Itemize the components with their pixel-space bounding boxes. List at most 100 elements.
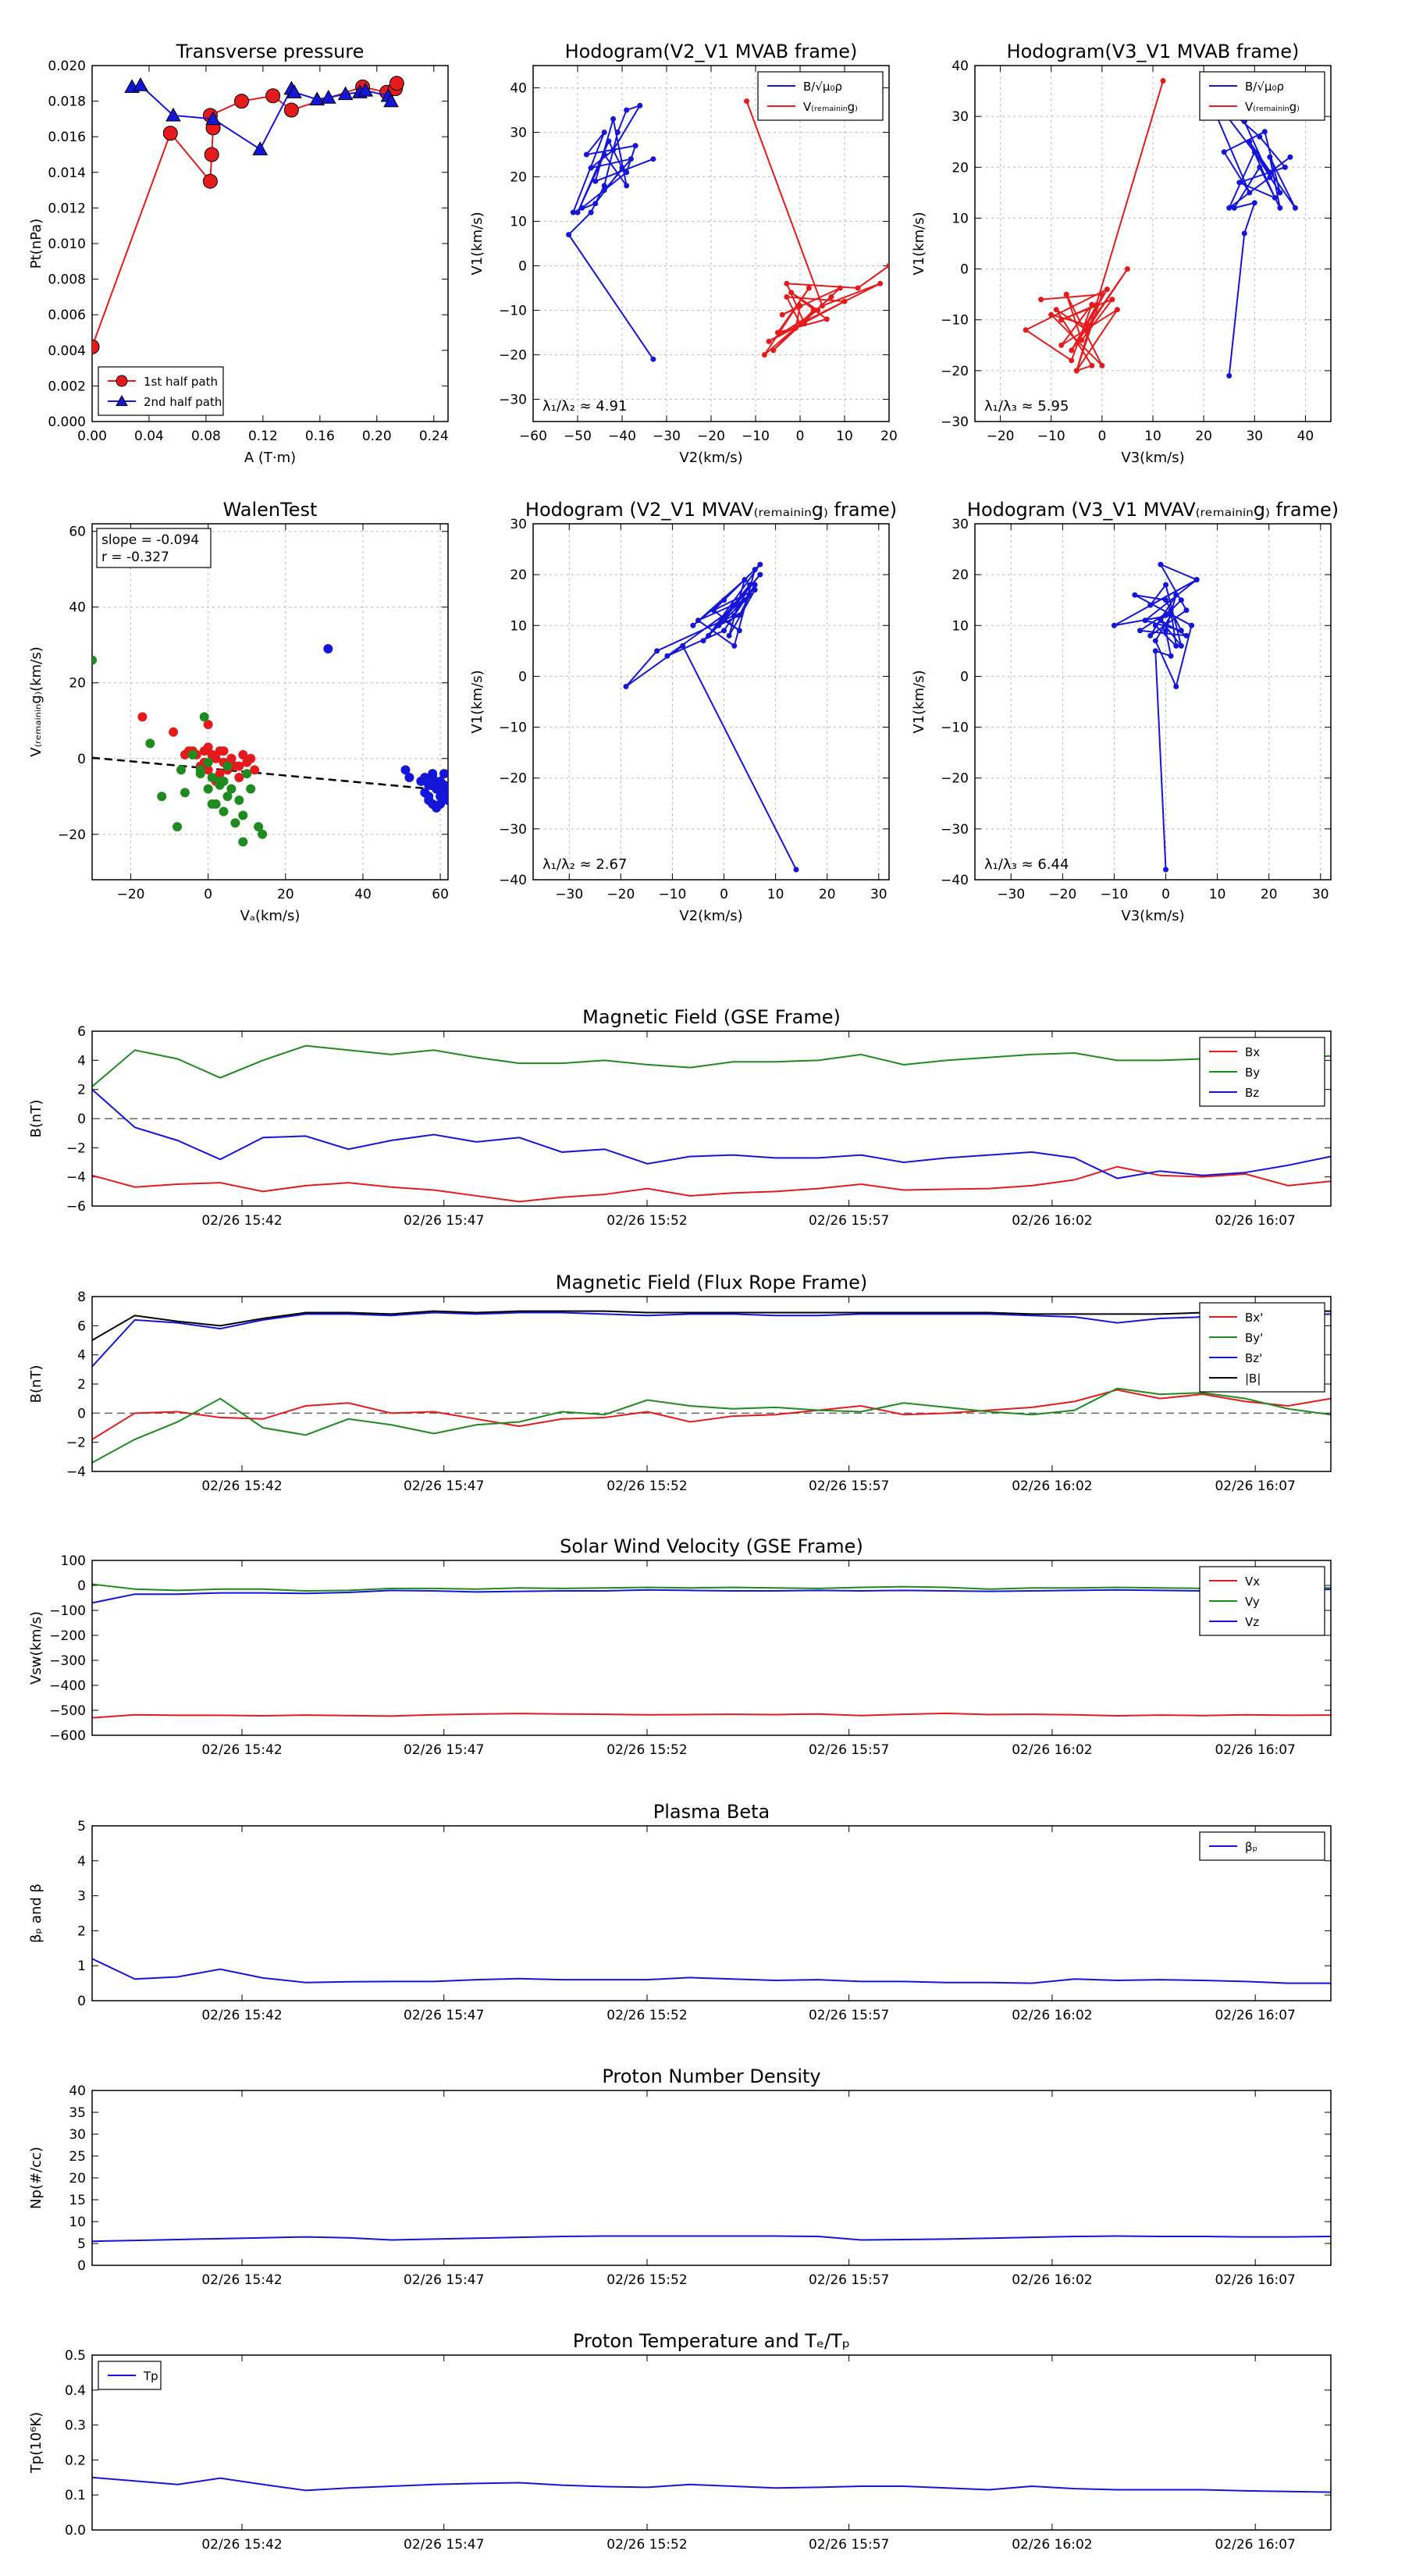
series-line (91, 1583, 1332, 1592)
data-point (234, 773, 244, 783)
chart-tp: 0.00 0.04 0.08 0.12 0.16 0.20 0.24 0.000 0.002 0.… (28, 41, 449, 466)
y-tick-label: 0 (77, 1994, 86, 2009)
x-tick-label: 0 (1161, 887, 1170, 902)
series-line (91, 2476, 1332, 2493)
x-tick-label: 02/26 15:57 (809, 2537, 889, 2553)
data-point (157, 792, 167, 802)
y-tick-label: −10 (499, 304, 527, 319)
y-tick-label: 6 (77, 1318, 86, 1334)
data-point (1173, 592, 1179, 598)
data-point (574, 209, 581, 215)
series-line (91, 1389, 1332, 1440)
chart-title: Transverse pressure (176, 41, 365, 62)
x-tick-label: 02/26 15:47 (404, 1478, 484, 1494)
y-tick-label: −2 (66, 1140, 86, 1156)
data-point (637, 102, 643, 109)
data-point (1193, 577, 1200, 583)
x-tick-label: 20 (1261, 887, 1278, 902)
data-point (744, 98, 750, 105)
series-line (91, 2235, 1332, 2243)
y-tick-label: −2 (66, 1436, 86, 1451)
y-tick-label: 0.3 (65, 2418, 86, 2434)
data-point (566, 232, 572, 238)
data-point (1152, 648, 1158, 654)
series-line-V (745, 101, 889, 356)
data-point (1104, 286, 1110, 293)
data-point (92, 339, 100, 354)
x-tick-label: 02/26 15:57 (809, 1213, 889, 1229)
data-point (145, 738, 155, 749)
x-tick-label: 40 (354, 887, 372, 902)
chart-title: Magnetic Field (GSE Frame) (582, 1006, 841, 1028)
data-point (841, 298, 848, 304)
data-point (601, 187, 607, 194)
data-point (1267, 169, 1273, 176)
data-point (1189, 622, 1195, 628)
chart-title: Magnetic Field (Flux Rope Frame) (556, 1272, 867, 1293)
data-point (1099, 362, 1105, 368)
legend-label: Bx (1245, 1045, 1260, 1059)
y-tick-label: 5 (77, 1819, 86, 1834)
axes-frame (91, 1296, 1332, 1472)
data-point (1173, 642, 1179, 649)
x-tick-label: −10 (658, 887, 686, 902)
data-point (222, 792, 233, 802)
y-tick-label: 0.004 (48, 343, 86, 359)
y-tick-label: 30 (951, 109, 969, 125)
y-axis-label: V₍ᵣₑₘₐᵢₙᵢₙg₎(km/s) (28, 646, 44, 756)
series-line (91, 1165, 1332, 1203)
data-point (1136, 628, 1143, 634)
series-line (91, 1311, 1332, 1368)
x-tick-label: 02/26 15:47 (404, 2008, 484, 2023)
data-point (793, 866, 799, 873)
axes-frame (91, 2090, 1332, 2266)
x-tick-label: −10 (1100, 887, 1128, 902)
x-tick-label: −50 (564, 429, 592, 444)
y-tick-label: 0.016 (48, 130, 86, 145)
data-point (246, 784, 256, 794)
series-line (91, 1310, 1331, 1341)
x-axis-label: V2(km/s) (679, 450, 742, 466)
y-tick-label: 40 (951, 59, 969, 74)
data-point (254, 822, 264, 832)
x-tick-label: 02/26 16:07 (1215, 2537, 1295, 2553)
x-tick-label: −40 (608, 429, 636, 444)
data-point (234, 761, 244, 771)
x-tick-label: 02/26 15:57 (809, 1742, 889, 1758)
data-point (1277, 205, 1283, 211)
legend: Tp (98, 2361, 162, 2390)
x-tick-label: 02/26 15:47 (404, 2537, 484, 2553)
axes-frame (974, 523, 1332, 881)
data-point (736, 628, 742, 634)
axes-frame (532, 65, 890, 422)
x-tick-label: 02/26 15:47 (404, 1742, 484, 1758)
x-tick-label: 02/26 15:52 (606, 1213, 687, 1229)
legend-frame (1199, 71, 1325, 121)
x-tick-label: 20 (277, 887, 294, 902)
data-point (1158, 617, 1164, 624)
data-point (424, 792, 434, 802)
x-axis-label: Vₐ(km/s) (240, 908, 301, 924)
chart-h4: −30 −20 −10 0 10 20 30−40−30−20−100102030Hodog… (911, 499, 1339, 924)
data-point (169, 727, 179, 737)
legend-label: βₚ (1245, 1840, 1257, 1854)
data-point (1079, 337, 1085, 343)
data-point (583, 151, 589, 158)
data-point (779, 311, 785, 318)
data-point (752, 567, 758, 573)
x-tick-label: 60 (432, 887, 449, 902)
legend: Bx By Bz (1199, 1037, 1325, 1107)
data-point (731, 642, 738, 649)
data-point (165, 107, 181, 122)
series-line (91, 1387, 1332, 1464)
x-tick-label: 02/26 16:07 (1215, 1478, 1295, 1494)
x-tick-label: 02/26 15:57 (809, 1478, 889, 1494)
chart-title: Hodogram (V2_V1 MVAV₍ᵣₑₘₐᵢₙᵢₙg₎ frame) (525, 499, 897, 521)
x-tick-label: 0.12 (248, 429, 278, 444)
data-point (1038, 297, 1044, 303)
data-point (588, 209, 594, 215)
x-tick-label: 02/26 16:07 (1215, 2008, 1295, 2023)
data-point (716, 622, 722, 628)
x-tick-label: −20 (606, 887, 635, 902)
data-point (792, 325, 799, 331)
